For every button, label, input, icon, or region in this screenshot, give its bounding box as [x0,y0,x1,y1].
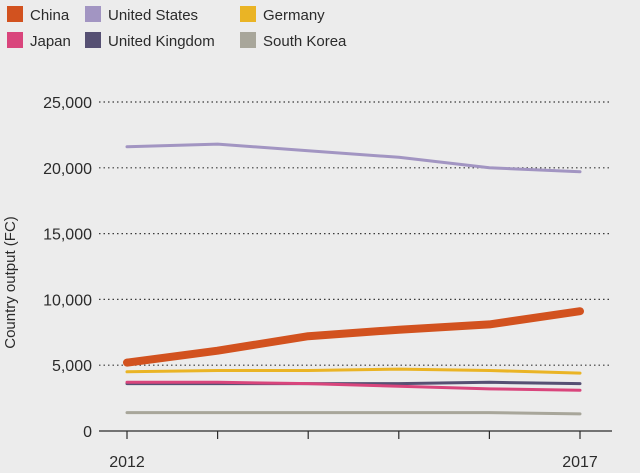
legend-label-0: China [30,7,70,24]
series-line-south-korea [125,411,582,416]
legend-label-1: United States [108,7,198,24]
series-line-japan [125,380,582,392]
x-tick-label-5: 2017 [562,454,598,471]
legend-label-2: Germany [263,7,325,24]
legend-label-3: Japan [30,33,71,50]
y-tick-label-1: 5,000 [52,358,92,375]
y-axis-title: Country output (FC) [2,216,19,349]
legend-swatch-5 [240,32,256,48]
legend-swatch-4 [85,32,101,48]
y-tick-label-4: 20,000 [43,161,92,178]
y-tick-label-5: 25,000 [43,95,92,112]
y-tick-label-0: 0 [83,424,92,441]
series-line-united-states [125,142,582,174]
series-line-china [123,307,584,367]
legend-swatch-3 [7,32,23,48]
series-line-germany [125,367,582,375]
legend-swatch-2 [240,6,256,22]
x-tick-label-0: 2012 [109,454,145,471]
y-tick-label-2: 10,000 [43,292,92,309]
legend-swatch-0 [7,6,23,22]
legend-label-5: South Korea [263,33,347,50]
legend-label-4: United Kingdom [108,33,215,50]
y-tick-label-3: 15,000 [43,227,92,244]
legend-swatch-1 [85,6,101,22]
